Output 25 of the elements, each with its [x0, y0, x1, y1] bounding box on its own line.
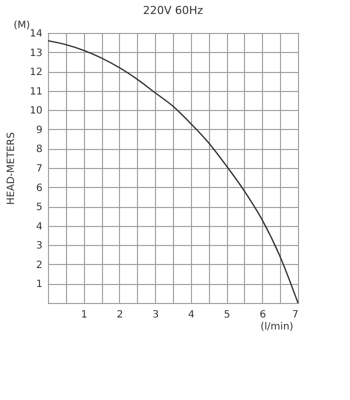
y-tick-label: 3 [36, 240, 42, 252]
y-tick-label: 9 [36, 124, 42, 136]
x-tick-label: 7 [292, 310, 298, 320]
x-axis-title: (l/min) [260, 322, 294, 332]
y-tick-label: 1 [36, 279, 42, 290]
x-tick-label: 5 [224, 310, 230, 320]
x-tick-label: 1 [81, 310, 88, 320]
y-tick-label: 4 [36, 221, 42, 232]
y-tick-label: 11 [30, 86, 42, 98]
x-tick-label: 4 [188, 310, 195, 320]
y-tick-label: 6 [36, 182, 42, 194]
y-tick-label: 10 [30, 106, 42, 117]
chart-title: 220V 60Hz [142, 4, 204, 17]
x-tick-label: 2 [116, 310, 124, 320]
y-tick-label: 12 [30, 67, 42, 78]
y-tick-label: 7 [36, 164, 42, 174]
x-tick-label: 3 [152, 310, 159, 320]
y-tick-label: 5 [36, 202, 42, 214]
y-tick-label: 8 [36, 144, 42, 156]
y-axis-title: HEAD-METERS [6, 132, 17, 205]
y-tick-label: 14 [30, 28, 42, 40]
y-tick-label: 2 [36, 260, 42, 271]
x-tick-label: 6 [260, 310, 266, 320]
text: (M) [14, 20, 30, 31]
y-tick-label: 13 [30, 48, 42, 59]
